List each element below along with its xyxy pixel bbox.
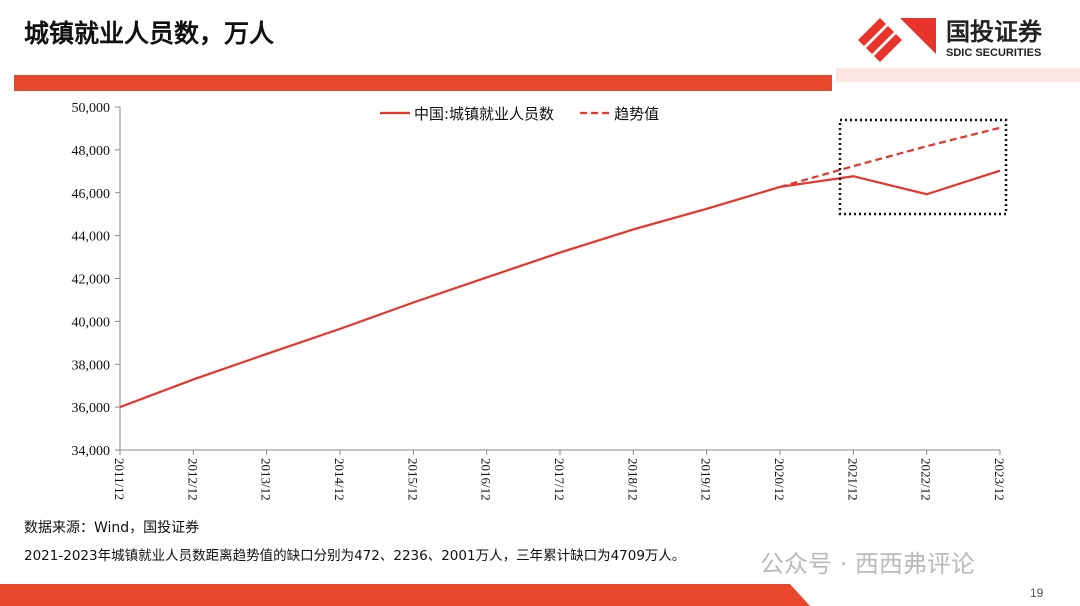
logo-mark <box>858 18 936 62</box>
x-tick-label: 2020/12 <box>772 458 787 501</box>
watermark: 公众号 · 西西弗评论 <box>760 550 975 578</box>
x-tick-label: 2016/12 <box>479 458 494 501</box>
x-tick-label: 2022/12 <box>919 458 934 501</box>
series-line <box>779 126 1001 189</box>
x-tick-label: 2012/12 <box>185 458 200 501</box>
x-tick-label: 2013/12 <box>259 458 274 501</box>
slide-title: 城镇就业人员数，万人 <box>24 19 274 48</box>
y-tick-label: 40,000 <box>72 315 111 330</box>
legend-label: 趋势值 <box>614 105 659 123</box>
highlight-box <box>838 118 1008 216</box>
y-tick-label: 48,000 <box>72 144 111 159</box>
y-tick-label: 36,000 <box>72 401 111 416</box>
x-tick-label: 2014/12 <box>332 458 347 501</box>
source: 数据来源：Wind，国投证券 <box>24 520 199 536</box>
x-tick-label: 2023/12 <box>992 458 1007 501</box>
x-tick-label: 2017/12 <box>552 458 567 501</box>
header-bar <box>14 75 832 91</box>
plot: 34,000 36,000 38,000 40,000 42,000 44,000 46,0… <box>72 101 1008 501</box>
y-tick-label: 50,000 <box>72 101 111 116</box>
y-tick-label: 38,000 <box>72 358 111 373</box>
y-tick-label: 42,000 <box>72 273 111 288</box>
series-line <box>119 169 1001 409</box>
x-tick-label: 2019/12 <box>699 458 714 501</box>
legend-label: 中国:城镇就业人员数 <box>414 105 554 123</box>
logo-text: 国投证券 <box>946 18 1043 46</box>
x-tick-label: 2021/12 <box>845 458 860 501</box>
x-tick-label: 2015/12 <box>405 458 420 501</box>
x-tick-label: 2018/12 <box>625 458 640 501</box>
page-number: 19 <box>1030 586 1044 600</box>
logo-subtext: SDIC SECURITIES <box>946 47 1041 59</box>
header-bar-light <box>836 68 1080 82</box>
y-tick-label: 46,000 <box>72 187 111 202</box>
x-tick-label: 2011/12 <box>112 458 127 500</box>
note: 2021-2023年城镇就业人员数距离趋势值的缺口分别为472、2236、200… <box>24 547 685 564</box>
y-tick-label: 44,000 <box>72 230 111 245</box>
footer-bar <box>0 584 810 606</box>
y-tick-label: 34,000 <box>72 444 111 459</box>
